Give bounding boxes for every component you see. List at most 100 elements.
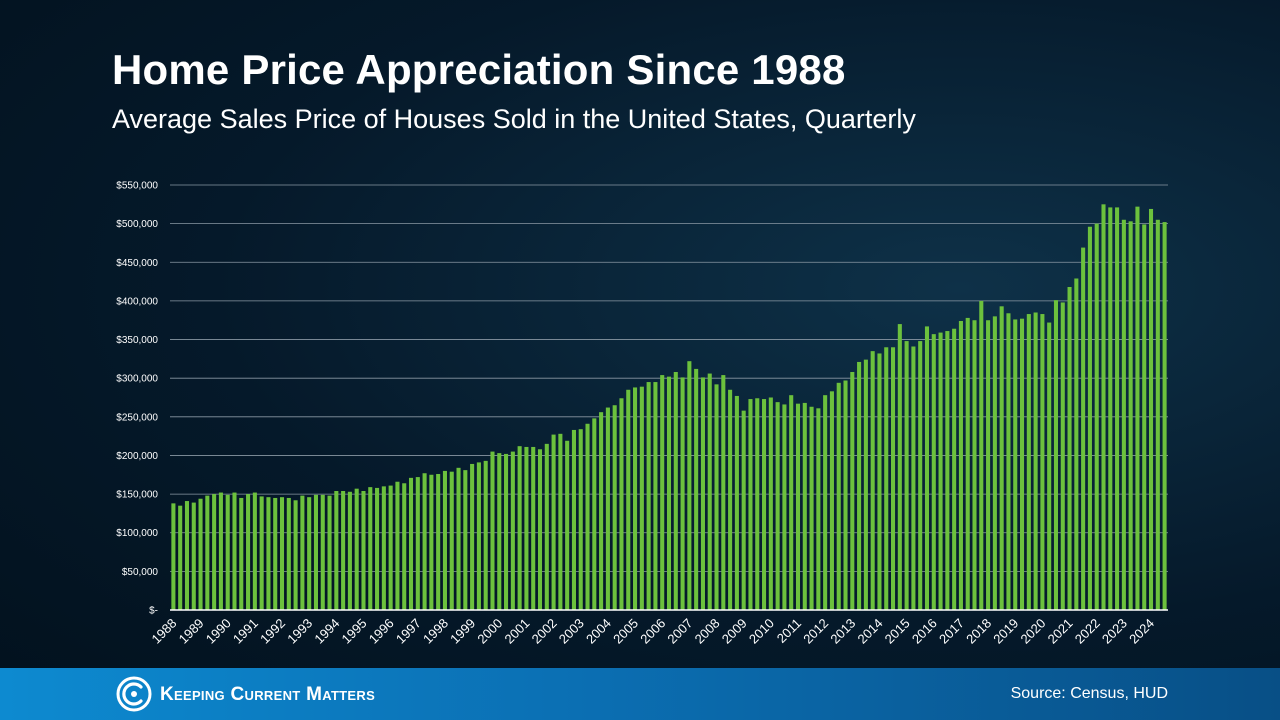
x-tick-label: 1988 [148, 616, 179, 647]
bar [958, 321, 963, 610]
bar [728, 389, 733, 610]
bar [775, 402, 780, 610]
bar [599, 412, 604, 610]
x-tick-label: 2004 [583, 616, 614, 647]
bar [1074, 278, 1079, 610]
page-title: Home Price Appreciation Since 1988 [112, 46, 846, 93]
y-tick-label: $550,000 [116, 181, 158, 192]
x-tick-label: 2011 [774, 616, 804, 646]
x-tick-label: 1992 [257, 616, 288, 647]
bar [891, 347, 896, 610]
x-tick-label: 1999 [447, 616, 478, 647]
bar [857, 361, 862, 610]
bar [829, 391, 834, 610]
bar [687, 361, 692, 610]
bar [585, 423, 590, 610]
bar [673, 372, 678, 610]
bar [252, 492, 257, 610]
bar [1155, 219, 1160, 610]
bar [1020, 318, 1025, 610]
price-bar-chart: $- $50,000 $100,000 $150,000 $200,000 $250,00… [116, 181, 1168, 647]
bar [537, 449, 543, 610]
x-tick-label: 2015 [882, 616, 913, 647]
bar [1148, 208, 1154, 610]
bar [402, 483, 407, 610]
bars [171, 204, 1167, 611]
bar [524, 446, 529, 610]
bar [551, 434, 556, 610]
bar [986, 320, 991, 610]
bar [490, 451, 495, 610]
y-tick-label: $- [149, 606, 158, 617]
bar [436, 474, 441, 610]
bar [1047, 322, 1052, 610]
x-tick-label: 2009 [719, 616, 750, 647]
bar [300, 495, 305, 610]
x-tick-label: 1994 [311, 616, 342, 647]
bar [463, 470, 468, 610]
x-tick-label: 2014 [855, 616, 886, 647]
bar [327, 495, 332, 610]
x-tick-label: 2023 [1099, 616, 1130, 647]
bar [1006, 313, 1011, 610]
bar [354, 488, 359, 610]
bar [184, 501, 190, 610]
bar [266, 497, 271, 610]
bar [1115, 207, 1120, 610]
bar [979, 300, 984, 610]
bar [592, 418, 597, 610]
bar [571, 429, 576, 610]
x-tick-label: 2013 [827, 616, 858, 647]
bar [680, 377, 685, 610]
bar [347, 491, 352, 610]
bar [334, 491, 339, 610]
x-tick-label: 2016 [909, 616, 940, 647]
bar [517, 446, 522, 610]
bar [965, 317, 970, 610]
bar [660, 375, 665, 610]
bar [483, 460, 488, 610]
bar [850, 372, 855, 610]
bar [510, 451, 515, 610]
bar [307, 497, 312, 610]
x-tick-label: 2005 [610, 616, 641, 647]
bar [381, 486, 386, 610]
bar [1142, 224, 1147, 610]
bar [612, 405, 617, 610]
bar [1060, 302, 1065, 610]
bar [198, 498, 203, 610]
x-tick-label: 1996 [366, 616, 397, 647]
bar [836, 382, 841, 610]
bar [408, 477, 414, 610]
bar [1094, 223, 1099, 610]
bar [442, 470, 447, 610]
bar [694, 368, 699, 610]
y-tick-label: $200,000 [116, 451, 158, 462]
bar [700, 377, 705, 610]
bar [178, 505, 183, 610]
bar [653, 382, 658, 610]
bar [1067, 287, 1072, 610]
bar [619, 398, 624, 610]
kcm-logo-icon [116, 676, 152, 712]
bar [802, 402, 807, 610]
bar [544, 443, 549, 610]
x-tick-label: 2003 [556, 616, 587, 647]
bar [1033, 312, 1038, 610]
bar [470, 463, 475, 610]
bar [388, 485, 393, 610]
bar [843, 380, 848, 610]
x-tick-label: 2008 [692, 616, 723, 647]
bar [952, 328, 957, 610]
bar [293, 500, 298, 610]
bar [931, 334, 936, 610]
bar [992, 316, 997, 610]
bar [809, 406, 814, 610]
bar [714, 384, 719, 610]
source-note: Source: Census, HUD [1010, 685, 1168, 702]
bar [945, 331, 950, 610]
bar [246, 494, 251, 610]
bar [666, 376, 672, 610]
bar [456, 467, 461, 610]
bar [429, 474, 434, 610]
